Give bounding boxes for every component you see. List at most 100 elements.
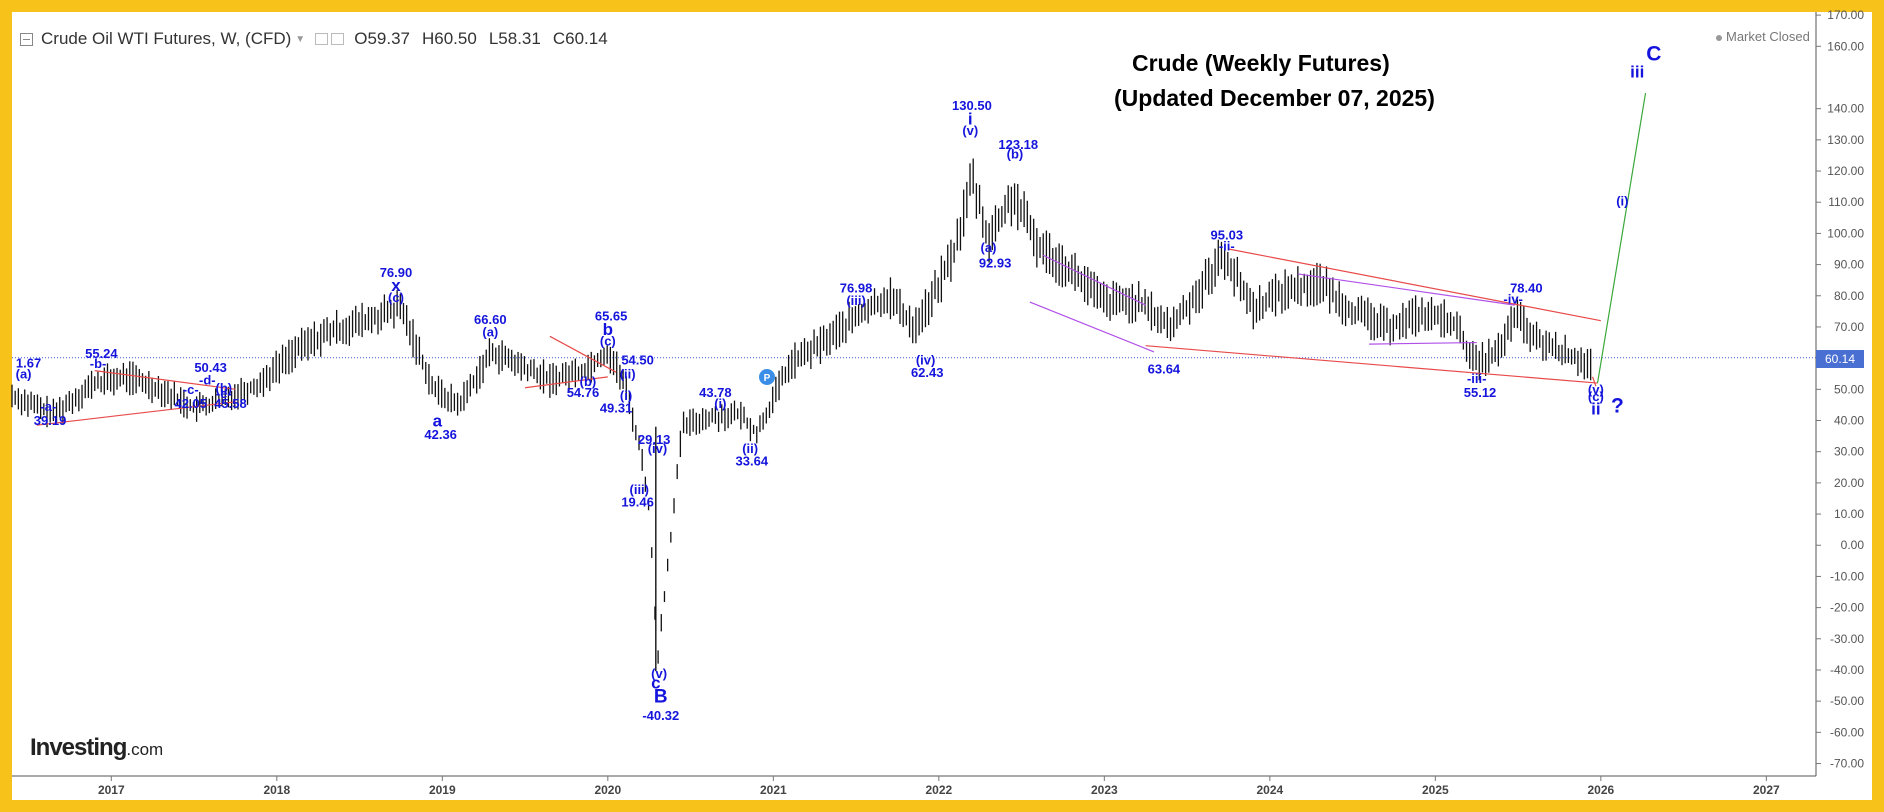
trend-line [94,370,236,390]
wave-label: (a) [16,366,32,381]
settings-icon[interactable] [315,33,329,45]
y-tick-label: -30.00 [1830,632,1864,646]
instrument-name[interactable]: Crude Oil WTI Futures, W, (CFD) [41,29,292,48]
low-value: 58.31 [498,29,541,48]
wave-label: 92.93 [979,256,1012,271]
trend-line [36,401,236,426]
logo-suffix: .com [126,740,164,759]
wave-label: (c) [600,334,616,349]
y-tick-label: 80.00 [1834,289,1864,303]
x-tick-label: 2017 [98,783,125,797]
wave-label: 49.31 [600,401,633,416]
wave-label: b [603,320,613,339]
x-tick-label: 2021 [760,783,787,797]
wave-label: 42.05 [174,396,207,411]
x-tick-label: 2027 [1753,783,1780,797]
trend-line [549,335,617,373]
wave-label: (i) [620,388,632,403]
wave-label: (v) [962,123,978,138]
high-value: 60.50 [434,29,477,48]
wave-label: 130.50 [952,98,992,113]
wave-label: 55.12 [1464,385,1497,400]
wave-label: -iii- [1467,371,1487,386]
logo-brand: Investing [30,734,127,761]
open-value: 59.37 [367,29,410,48]
wave-label: (iv) [916,352,936,367]
y-tick-label: 160.00 [1827,39,1864,53]
projection-line [1596,92,1647,384]
wave-label: 95.03 [1211,228,1244,243]
p-marker-icon [759,369,775,385]
y-tick-label: -20.00 [1830,601,1864,615]
y-tick-label: 70.00 [1834,320,1864,334]
p-marker-text: P [764,373,771,384]
y-tick-label: 130.00 [1827,133,1864,147]
y-tick-label: -60.00 [1830,725,1864,739]
y-tick-label: 120.00 [1827,164,1864,178]
x-tick-label: 2024 [1256,783,1283,797]
channel-line [1369,341,1477,345]
wave-label: (c) [1588,389,1604,404]
wave-label: 29.13 [638,432,671,447]
y-tick-label: 50.00 [1834,382,1864,396]
wave-label: 54.50 [621,352,654,367]
wave-label: (iii) [630,482,650,497]
wave-label: (i) [714,396,726,411]
wave-label: ? [1611,395,1624,418]
y-tick-label: -70.00 [1830,757,1864,771]
market-status-text: Market Closed [1726,29,1810,44]
y-tick-label: 10.00 [1834,507,1864,521]
wave-label: 76.90 [380,265,413,280]
wave-label: -d- [199,373,216,388]
wave-label: 54.76 [567,385,600,400]
wave-label: (b) [216,380,233,395]
wave-label: (c) [388,290,404,305]
high-label: H [421,29,435,48]
wave-label: 62.43 [911,365,944,380]
channel-line [1029,301,1155,353]
wave-label: -ii- [1219,239,1235,254]
wave-label: -b- [90,356,107,371]
wave-label: -40.32 [642,708,679,723]
trend-line [1228,248,1601,322]
current-price-tag: 60.14 [1816,350,1864,368]
wave-label: 66.60 [474,312,507,327]
wave-label: (ii) [620,366,636,381]
collapse-icon[interactable] [20,32,33,46]
chevron-down-icon[interactable]: ▼ [295,33,306,45]
x-tick-label: 2018 [263,783,290,797]
y-tick-label: 100.00 [1827,226,1864,240]
open-label: O [354,29,368,48]
trend-line [1145,345,1598,384]
wave-label: B [654,687,668,708]
wave-label: 63.64 [1148,362,1181,377]
wave-label: 39.19 [34,413,67,428]
x-tick-label: 2019 [429,783,456,797]
y-tick-label: -40.00 [1830,663,1864,677]
x-tick-label: 2020 [594,783,621,797]
close-label: C [552,29,566,48]
wave-label: (a) [482,324,498,339]
close-value: 60.14 [565,29,608,48]
channel-line [1297,273,1515,306]
wave-label: C [1646,42,1661,65]
camera-icon[interactable] [331,33,345,45]
wave-label: a [433,412,443,431]
x-tick-label: 2022 [925,783,952,797]
wave-label: (i) [1616,193,1628,208]
wave-label: 78.40 [1510,281,1543,296]
wave-label: (b) [1007,147,1024,162]
wave-label: (v) [651,666,667,681]
wave-label: (iv) [648,441,668,456]
investing-logo[interactable]: Investing.com [30,734,163,762]
wave-label: -a- [40,399,56,414]
wave-label: x [391,276,401,295]
x-tick-label: 2026 [1587,783,1614,797]
wave-label: i [968,109,973,128]
wave-label: 45.58 [214,396,247,411]
low-label: L [488,29,499,48]
x-tick-label: 2023 [1091,783,1118,797]
y-tick-label: -10.00 [1830,569,1864,583]
